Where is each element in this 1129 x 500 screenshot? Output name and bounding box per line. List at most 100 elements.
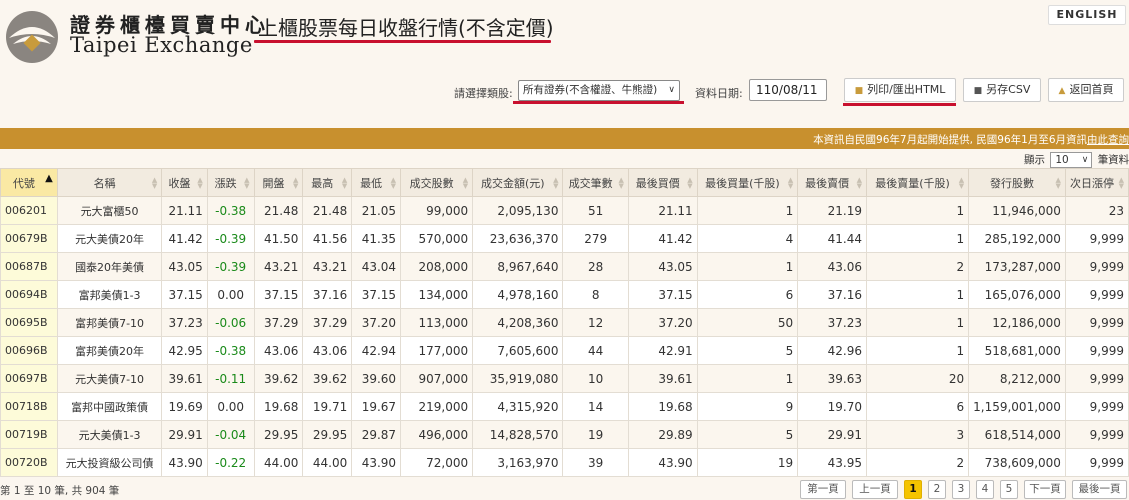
- sort-arrows-icon: ▲ ▼: [244, 176, 250, 190]
- table-cell: 39.63: [797, 364, 867, 393]
- table-cell: 19: [562, 420, 629, 449]
- table-cell: 4,978,160: [472, 280, 564, 309]
- table-cell: 43.04: [351, 252, 402, 281]
- chevron-down-icon: ∨: [1081, 155, 1089, 165]
- column-header[interactable]: 最後買價 ▲ ▼: [627, 168, 698, 197]
- table-cell: 3: [865, 420, 970, 449]
- logo-english-name: Taipei Exchange: [70, 33, 253, 57]
- table-cell: 51: [562, 196, 629, 225]
- column-header-label: 最後賣量(千股): [875, 176, 950, 190]
- table-cell: 20: [865, 364, 970, 393]
- table-row: 00719B 元大美債1-3 29.91 -0.04 29.95 29.95 29.87 49…: [0, 420, 1129, 449]
- table-cell: 43.06: [253, 336, 304, 365]
- table-cell: 28: [562, 252, 629, 281]
- table-cell: 39.61: [627, 364, 698, 393]
- page-size-select[interactable]: 10 ∨: [1050, 152, 1093, 168]
- save-icon: ■: [973, 86, 983, 96]
- table-cell: 29.89: [627, 420, 698, 449]
- column-header[interactable]: 漲跌 ▲ ▼: [206, 168, 255, 197]
- change-cell: 0.00: [206, 392, 255, 421]
- quotes-table: 代號 ▲ 名稱 ▲ ▼ 收盤 ▲ ▼ 漲跌 ▲ ▼ 開盤 ▲ ▼ 最高 ▲ ▼ 最低 ▲ ▼ 成交股數 ▲ ▼ 成交金額(元)…: [0, 168, 1129, 477]
- security-name-cell: 元大美債20年: [56, 224, 163, 253]
- print-underline-mark: [843, 103, 956, 106]
- table-cell: 41.44: [797, 224, 867, 253]
- security-name-cell: 元大美債1-3: [56, 420, 163, 449]
- info-text: 本資訊自民國96年7月起開始提供, 民國96年1月至6月資訊由此查詢: [813, 132, 1129, 147]
- table-cell: 43.90: [161, 448, 208, 477]
- table-header: 代號 ▲ 名稱 ▲ ▼ 收盤 ▲ ▼ 漲跌 ▲ ▼ 開盤 ▲ ▼ 最高 ▲ ▼ 最低 ▲ ▼ 成交股數 ▲ ▼ 成交金額(元)…: [0, 168, 1129, 197]
- table-row: 00696B 富邦美債20年 42.95 -0.38 43.06 43.06 42.94 17…: [0, 336, 1129, 365]
- table-cell: 37.15: [351, 280, 402, 309]
- taipei-exchange-logo-icon[interactable]: [5, 10, 59, 64]
- column-header-label: 最後賣價: [805, 176, 850, 190]
- page-4-button[interactable]: 4: [976, 480, 994, 499]
- column-header[interactable]: 成交金額(元) ▲ ▼: [472, 168, 564, 197]
- prev-page-button[interactable]: 上一頁: [852, 480, 898, 499]
- table-cell: 29.95: [253, 420, 304, 449]
- table-cell: 279: [562, 224, 629, 253]
- english-button[interactable]: ENGLISH: [1048, 5, 1126, 25]
- table-body: 006201 元大富櫃50 21.11 -0.38 21.48 21.48 21.05 99,…: [0, 196, 1129, 477]
- table-cell: 8,967,640: [472, 252, 564, 281]
- table-cell: 2,095,130: [472, 196, 564, 225]
- change-cell: -0.38: [206, 196, 255, 225]
- column-header-label: 成交股數: [409, 176, 454, 190]
- record-summary: 第 1 至 10 筆, 共 904 筆: [0, 485, 120, 497]
- save-csv-button[interactable]: ■ 另存CSV: [963, 78, 1041, 102]
- column-header[interactable]: 最後賣價 ▲ ▼: [797, 168, 867, 197]
- date-input[interactable]: 110/08/11: [749, 79, 827, 101]
- column-header[interactable]: 名稱 ▲ ▼: [56, 168, 163, 197]
- security-code-cell: 006201: [0, 196, 58, 225]
- column-header-label: 漲跌: [214, 176, 237, 190]
- change-cell: -0.39: [206, 224, 255, 253]
- category-select[interactable]: 所有證券(不含權證、牛熊證) ∨: [518, 80, 680, 101]
- first-page-button[interactable]: 第一頁: [800, 480, 846, 499]
- sort-arrows-icon: ▲: [45, 173, 53, 184]
- table-cell: 42.96: [797, 336, 867, 365]
- table-cell: 43.90: [351, 448, 402, 477]
- change-cell: -0.11: [206, 364, 255, 393]
- title-underline-mark: [254, 40, 551, 43]
- last-page-button[interactable]: 最後一頁: [1072, 480, 1127, 499]
- column-header[interactable]: 最高 ▲ ▼: [302, 168, 353, 197]
- sort-arrows-icon: ▲ ▼: [553, 176, 559, 190]
- table-cell: 37.16: [797, 280, 867, 309]
- table-cell: 37.20: [627, 308, 698, 337]
- column-header[interactable]: 成交股數 ▲ ▼: [400, 168, 474, 197]
- page-5-button[interactable]: 5: [1000, 480, 1018, 499]
- table-cell: 41.42: [627, 224, 698, 253]
- page-1-button[interactable]: 1: [904, 480, 922, 499]
- page-2-button[interactable]: 2: [928, 480, 946, 499]
- history-query-link[interactable]: 由此查詢: [1087, 134, 1129, 146]
- print-export-button[interactable]: ■ 列印/匯出HTML: [844, 78, 956, 102]
- column-header-label: 成交筆數: [568, 176, 613, 190]
- next-page-button[interactable]: 下一頁: [1024, 480, 1066, 499]
- column-header[interactable]: 最後賣量(千股) ▲ ▼: [865, 168, 970, 197]
- table-cell: 2: [865, 252, 970, 281]
- sort-arrows-icon: ▲ ▼: [787, 176, 794, 190]
- table-cell: 21.19: [797, 196, 867, 225]
- table-cell: 19: [696, 448, 799, 477]
- column-header-label: 最高: [311, 176, 334, 190]
- column-header[interactable]: 開盤 ▲ ▼: [253, 168, 304, 197]
- table-cell: 37.15: [627, 280, 698, 309]
- table-cell: 21.11: [161, 196, 208, 225]
- table-cell: 19.70: [797, 392, 867, 421]
- column-header[interactable]: 收盤 ▲ ▼: [161, 168, 208, 197]
- home-button[interactable]: ▲ 返回首頁: [1048, 78, 1124, 102]
- security-code-cell: 00696B: [0, 336, 58, 365]
- category-label: 請選擇類股:: [454, 87, 513, 100]
- sort-arrows-icon: ▲ ▼: [1118, 176, 1124, 190]
- column-header[interactable]: 成交筆數 ▲ ▼: [562, 168, 629, 197]
- column-header[interactable]: 次日漲停 ▲ ▼: [1064, 168, 1129, 197]
- table-cell: 285,192,000: [968, 224, 1066, 253]
- table-cell: 5: [696, 336, 799, 365]
- column-header[interactable]: 最低 ▲ ▼: [351, 168, 402, 197]
- column-header[interactable]: 代號 ▲: [0, 168, 58, 197]
- column-header[interactable]: 最後買量(千股) ▲ ▼: [696, 168, 799, 197]
- table-cell: 39.60: [351, 364, 402, 393]
- page-3-button[interactable]: 3: [952, 480, 970, 499]
- column-header[interactable]: 發行股數 ▲ ▼: [968, 168, 1066, 197]
- security-name-cell: 國泰20年美債: [56, 252, 163, 281]
- table-cell: 42.95: [161, 336, 208, 365]
